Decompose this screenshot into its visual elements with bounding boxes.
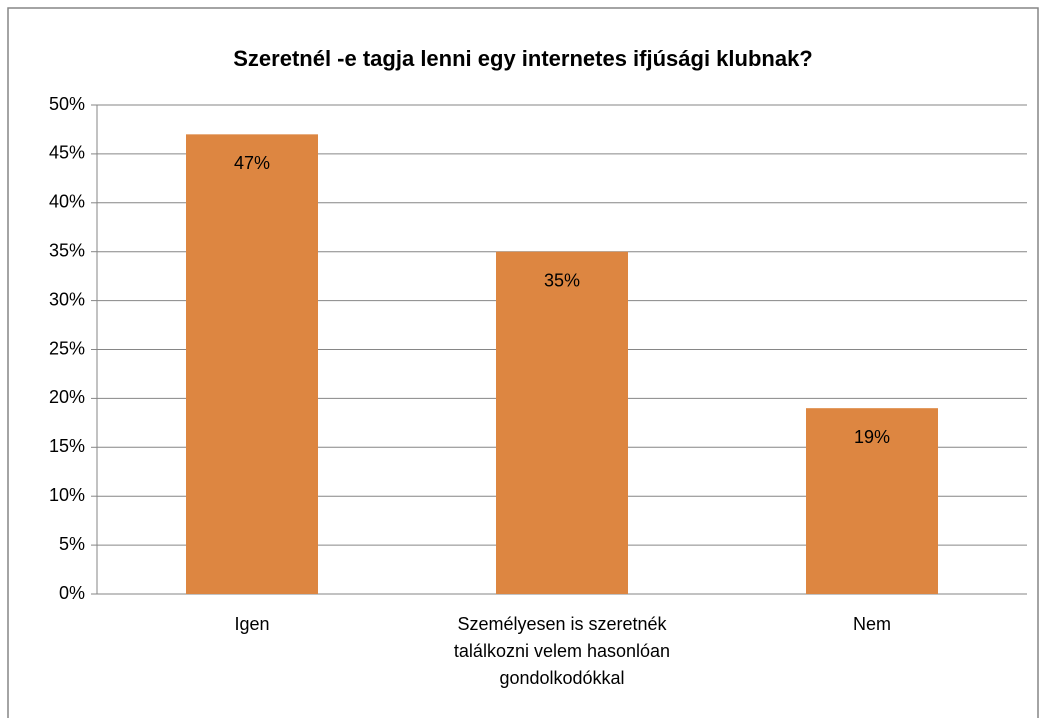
data-label: 47% [234,153,270,173]
y-tick-label: 0% [59,583,85,603]
x-tick-label: Nem [852,614,891,634]
bar [186,134,318,594]
y-tick-label: 35% [49,240,85,260]
bar [806,408,938,594]
x-tick-label: Személyesen is szeretnék találkozni vele… [453,614,671,688]
y-tick-label: 30% [49,289,85,309]
x-tick-label: Igen [234,614,270,634]
y-tick-label: 50% [49,94,85,114]
data-label: 19% [854,427,890,447]
y-tick-label: 15% [49,436,85,456]
y-tick-label: 45% [49,143,85,163]
y-tick-label: 10% [49,485,85,505]
y-tick-label: 20% [49,387,85,407]
y-tick-label: 40% [49,192,85,212]
y-tick-label: 5% [59,534,85,554]
bar [496,251,628,594]
y-tick-label: 25% [49,338,85,358]
data-label: 35% [544,270,580,290]
chart-title: Szeretnél -e tagja lenni egy internetes … [233,46,813,71]
